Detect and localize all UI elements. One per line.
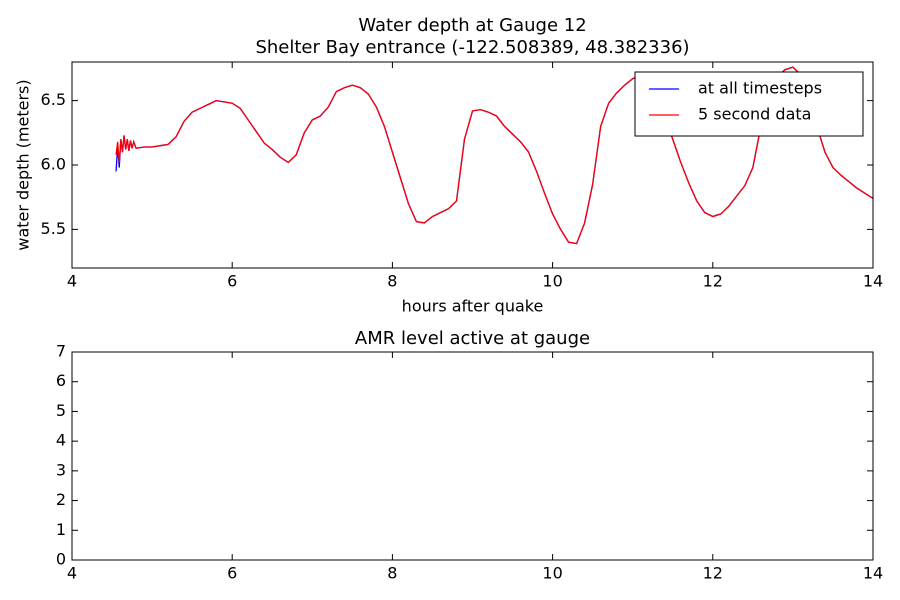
x-tick-label: 6 xyxy=(227,564,237,583)
y-tick-label: 3 xyxy=(56,460,66,479)
legend-box xyxy=(634,71,864,137)
legend: at all timesteps 5 second data xyxy=(634,71,864,137)
x-tick-label: 12 xyxy=(703,564,723,583)
y-tick-label: 5.5 xyxy=(41,219,66,238)
legend-label: at all timesteps xyxy=(698,79,822,98)
x-tick-label: 10 xyxy=(542,272,562,291)
x-tick-label: 4 xyxy=(67,564,77,583)
x-tick-label: 10 xyxy=(542,564,562,583)
chart-title: AMR level active at gauge xyxy=(355,328,590,349)
y-tick-label: 4 xyxy=(56,431,66,450)
y-axis-label: water depth (meters) xyxy=(14,79,33,250)
plot-frame xyxy=(71,351,874,561)
x-tick-label: 8 xyxy=(387,272,397,291)
x-tick-label: 14 xyxy=(863,564,883,583)
x-tick-label: 6 xyxy=(227,272,237,291)
y-tick-label: 2 xyxy=(56,490,66,509)
chart-title: Water depth at Gauge 12 xyxy=(358,15,586,36)
y-tick-label: 7 xyxy=(56,342,66,361)
y-tick-label: 6.5 xyxy=(41,90,66,109)
x-tick-label: 8 xyxy=(387,564,397,583)
y-tick-label: 6.0 xyxy=(41,155,66,174)
x-tick-label: 14 xyxy=(863,272,883,291)
y-tick-label: 5 xyxy=(56,401,66,420)
y-tick-label: 6 xyxy=(56,371,66,390)
x-tick-label: 4 xyxy=(67,272,77,291)
chart-subtitle: Shelter Bay entrance (-122.508389, 48.38… xyxy=(255,37,689,58)
data-line xyxy=(115,66,874,245)
y-tick-label: 0 xyxy=(56,550,66,569)
x-tick-label: 12 xyxy=(703,272,723,291)
legend-label: 5 second data xyxy=(698,105,811,124)
x-axis-label: hours after quake xyxy=(402,297,544,316)
y-tick-label: 1 xyxy=(56,520,66,539)
